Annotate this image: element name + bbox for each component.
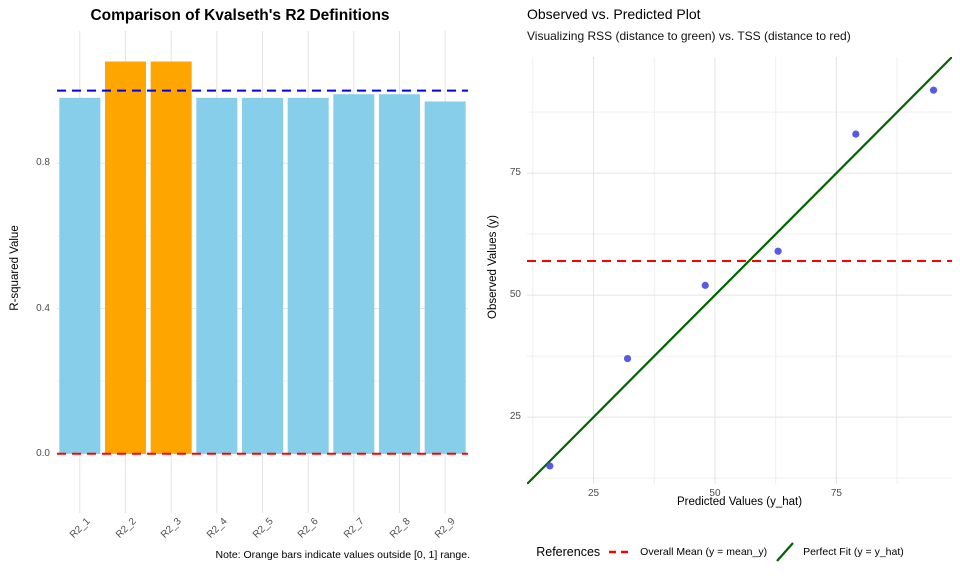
data-point	[929, 86, 938, 94]
legend: References Overall Mean (y = mean_y) Per…	[480, 539, 960, 565]
bar-y-tick-label: 0.8	[36, 157, 50, 169]
scatter-x-tick-label: 75	[830, 488, 842, 499]
bar-R2_1	[59, 97, 101, 454]
scatter-y-tick-label: 75	[509, 167, 521, 179]
scatter-x-tick-label: 50	[709, 488, 721, 499]
data-point	[701, 281, 709, 289]
dashed-red-line-key-icon	[609, 550, 632, 554]
scatter-plot-figure: Observed vs. Predicted Plot Visualizing …	[480, 0, 960, 576]
bar-x-tick-label: R2_6	[296, 516, 321, 541]
legend-title: References	[536, 545, 601, 559]
bar-x-tick-label: R2_5	[250, 516, 276, 541]
bar-R2_9	[424, 101, 466, 454]
data-point	[546, 462, 554, 470]
bar-x-tick-label: R2_7	[341, 516, 367, 541]
perfect-fit-line	[527, 57, 952, 484]
bar-chart-y-axis-title: R-squared Value	[9, 225, 21, 311]
bar-x-tick-label: R2_9	[433, 516, 458, 541]
scatter-y-axis-title: Observed Values (y)	[487, 215, 499, 319]
scatter-y-tick-label: 25	[509, 411, 521, 423]
bar-chart-title: Comparison of Kvalseth's R2 Definitions	[90, 7, 390, 24]
bar-R2_6	[287, 97, 329, 454]
bar-R2_5	[242, 97, 283, 454]
bar-y-tick-label: 0.0	[36, 447, 50, 459]
scatter-y-tick-label: 50	[509, 289, 521, 301]
data-point	[774, 247, 782, 255]
bar-R2_3	[150, 61, 192, 454]
scatter-x-axis-title: Predicted Values (y_hat)	[676, 496, 803, 508]
scatter-subtitle: Visualizing RSS (distance to green) vs. …	[527, 29, 851, 43]
bar-x-tick-label: R2_2	[113, 516, 139, 541]
bar-y-tick-label: 0.4	[36, 302, 50, 314]
bar-x-tick-label: R2_4	[204, 516, 230, 541]
bar-chart-caption: Note: Orange bars indicate values outsid…	[215, 549, 471, 561]
bar-R2_2	[105, 61, 146, 454]
scatter-x-tick-label: 25	[587, 488, 600, 499]
data-point	[623, 354, 632, 363]
data-point	[852, 130, 860, 138]
bar-R2_7	[333, 94, 375, 454]
bar-R2_8	[379, 94, 420, 454]
bar-x-tick-label: R2_1	[67, 516, 93, 541]
bar-chart-figure: Comparison of Kvalseth's R2 Definitions …	[9, 7, 471, 561]
legend-item-perfect-fit: Perfect Fit (y = y_hat)	[803, 546, 904, 558]
diagonal-green-line-key-icon	[776, 542, 794, 562]
bar-chart-panel	[57, 31, 468, 513]
legend-item-overall-mean: Overall Mean (y = mean_y)	[640, 546, 768, 558]
scatter-title: Observed vs. Predicted Plot	[527, 6, 701, 22]
bar-R2_4	[196, 97, 238, 454]
scatter-panel	[527, 57, 952, 484]
bar-x-tick-label: R2_3	[159, 516, 184, 541]
bar-x-tick-label: R2_8	[387, 516, 413, 541]
